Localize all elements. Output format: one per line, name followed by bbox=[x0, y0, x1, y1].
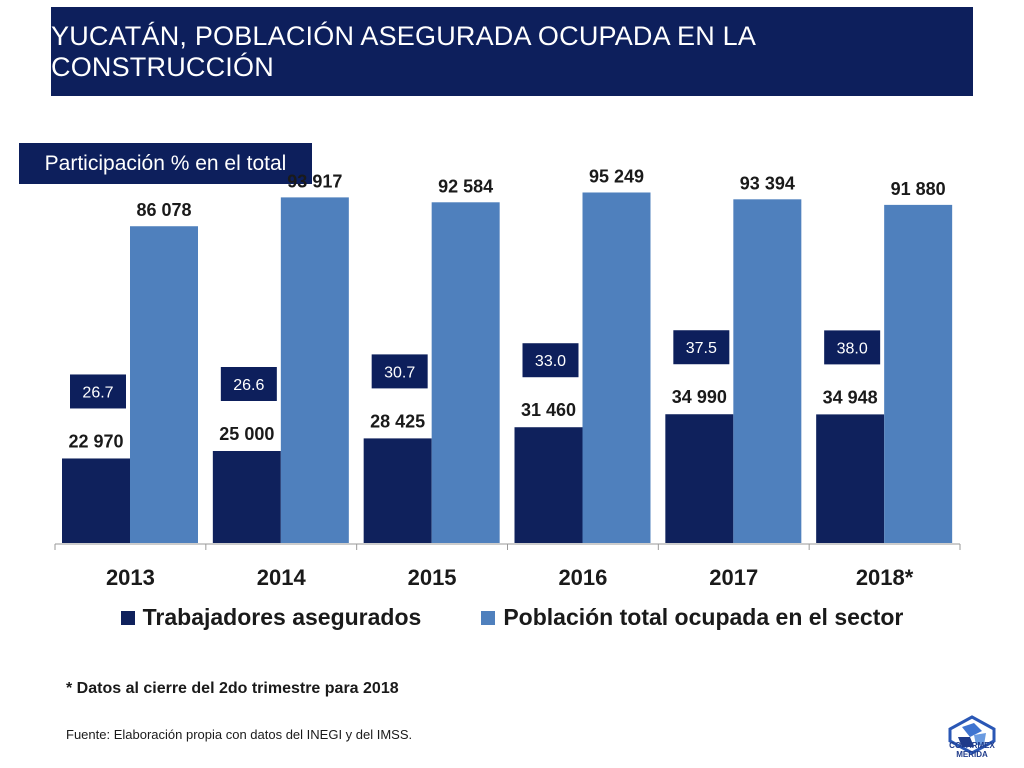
bar-poblacion bbox=[884, 204, 953, 544]
bar-asegurados bbox=[363, 438, 432, 543]
data-label-asegurados: 25 000 bbox=[219, 424, 274, 444]
participation-label: 26.6 bbox=[233, 377, 264, 394]
x-tick-label: 2014 bbox=[257, 565, 307, 590]
title-banner: YUCATÁN, POBLACIÓN ASEGURADA OCUPADA EN … bbox=[51, 7, 973, 96]
data-label-poblacion: 86 078 bbox=[136, 200, 191, 220]
data-label-asegurados: 34 948 bbox=[823, 387, 878, 407]
bar-poblacion bbox=[130, 226, 198, 543]
bar-asegurados bbox=[514, 427, 583, 543]
data-label-poblacion: 93 917 bbox=[287, 171, 342, 191]
data-label-asegurados: 28 425 bbox=[370, 411, 425, 431]
subtitle: Participación % en el total bbox=[44, 151, 287, 175]
x-tick-label: 2016 bbox=[558, 565, 607, 590]
logo-text-line-2: MERIDA bbox=[956, 750, 988, 759]
participation-box bbox=[70, 374, 126, 409]
x-tick-label: 2018* bbox=[856, 565, 914, 590]
participation-box bbox=[824, 330, 881, 365]
legend-label-poblacion: Población total ocupada en el sector bbox=[503, 604, 904, 630]
subtitle-box: Participación % en el total bbox=[19, 143, 312, 184]
participation-box bbox=[371, 354, 428, 389]
legend-item-asegurados: Trabajadores asegurados bbox=[120, 604, 422, 631]
bar-asegurados bbox=[62, 458, 130, 543]
bar-asegurados bbox=[212, 451, 281, 543]
data-label-asegurados: 22 970 bbox=[68, 431, 123, 451]
legend-swatch-asegurados bbox=[120, 610, 135, 625]
data-label-poblacion: 92 584 bbox=[438, 176, 493, 196]
participation-label: 33.0 bbox=[535, 353, 566, 370]
source-note: Fuente: Elaboración propia con datos del… bbox=[66, 727, 413, 742]
bar-asegurados bbox=[665, 414, 734, 543]
bar-poblacion bbox=[733, 199, 802, 544]
data-label-poblacion: 91 880 bbox=[891, 179, 946, 199]
bar-poblacion bbox=[280, 197, 349, 543]
x-tick-label: 2013 bbox=[106, 565, 155, 590]
participation-label: 37.5 bbox=[686, 340, 717, 357]
bar-chart: 22 970 86 078 26.7 2013 25 000 93 917 26.6 2014… bbox=[54, 166, 961, 590]
legend: Trabajadores asegurados Población total … bbox=[0, 604, 1024, 631]
logo-text-line-1: COPARMEX bbox=[949, 741, 995, 750]
bar-asegurados bbox=[816, 414, 885, 543]
legend-item-poblacion: Población total ocupada en el sector bbox=[481, 604, 903, 631]
x-tick-label: 2015 bbox=[408, 565, 457, 590]
participation-label: 26.7 bbox=[82, 384, 113, 401]
bar-poblacion bbox=[431, 202, 500, 543]
legend-swatch-poblacion bbox=[481, 610, 496, 625]
participation-box bbox=[673, 330, 730, 365]
coparmex-logo-icon bbox=[948, 715, 996, 755]
legend-label-asegurados: Trabajadores asegurados bbox=[142, 604, 422, 630]
data-label-poblacion: 95 249 bbox=[589, 166, 644, 186]
participation-box bbox=[522, 343, 579, 378]
participation-box bbox=[220, 367, 277, 401]
data-label-poblacion: 93 394 bbox=[740, 173, 795, 193]
data-label-asegurados: 31 460 bbox=[521, 400, 576, 420]
bar-poblacion bbox=[582, 192, 651, 543]
footnote: * Datos al cierre del 2do trimestre para… bbox=[66, 680, 399, 697]
participation-label: 38.0 bbox=[837, 340, 868, 357]
page-title: YUCATÁN, POBLACIÓN ASEGURADA OCUPADA EN … bbox=[51, 20, 755, 82]
data-label-asegurados: 34 990 bbox=[672, 387, 727, 407]
logo-text: COPARMEX MERIDA bbox=[940, 741, 1004, 759]
x-tick-label: 2017 bbox=[709, 565, 758, 590]
participation-label: 30.7 bbox=[384, 364, 415, 381]
